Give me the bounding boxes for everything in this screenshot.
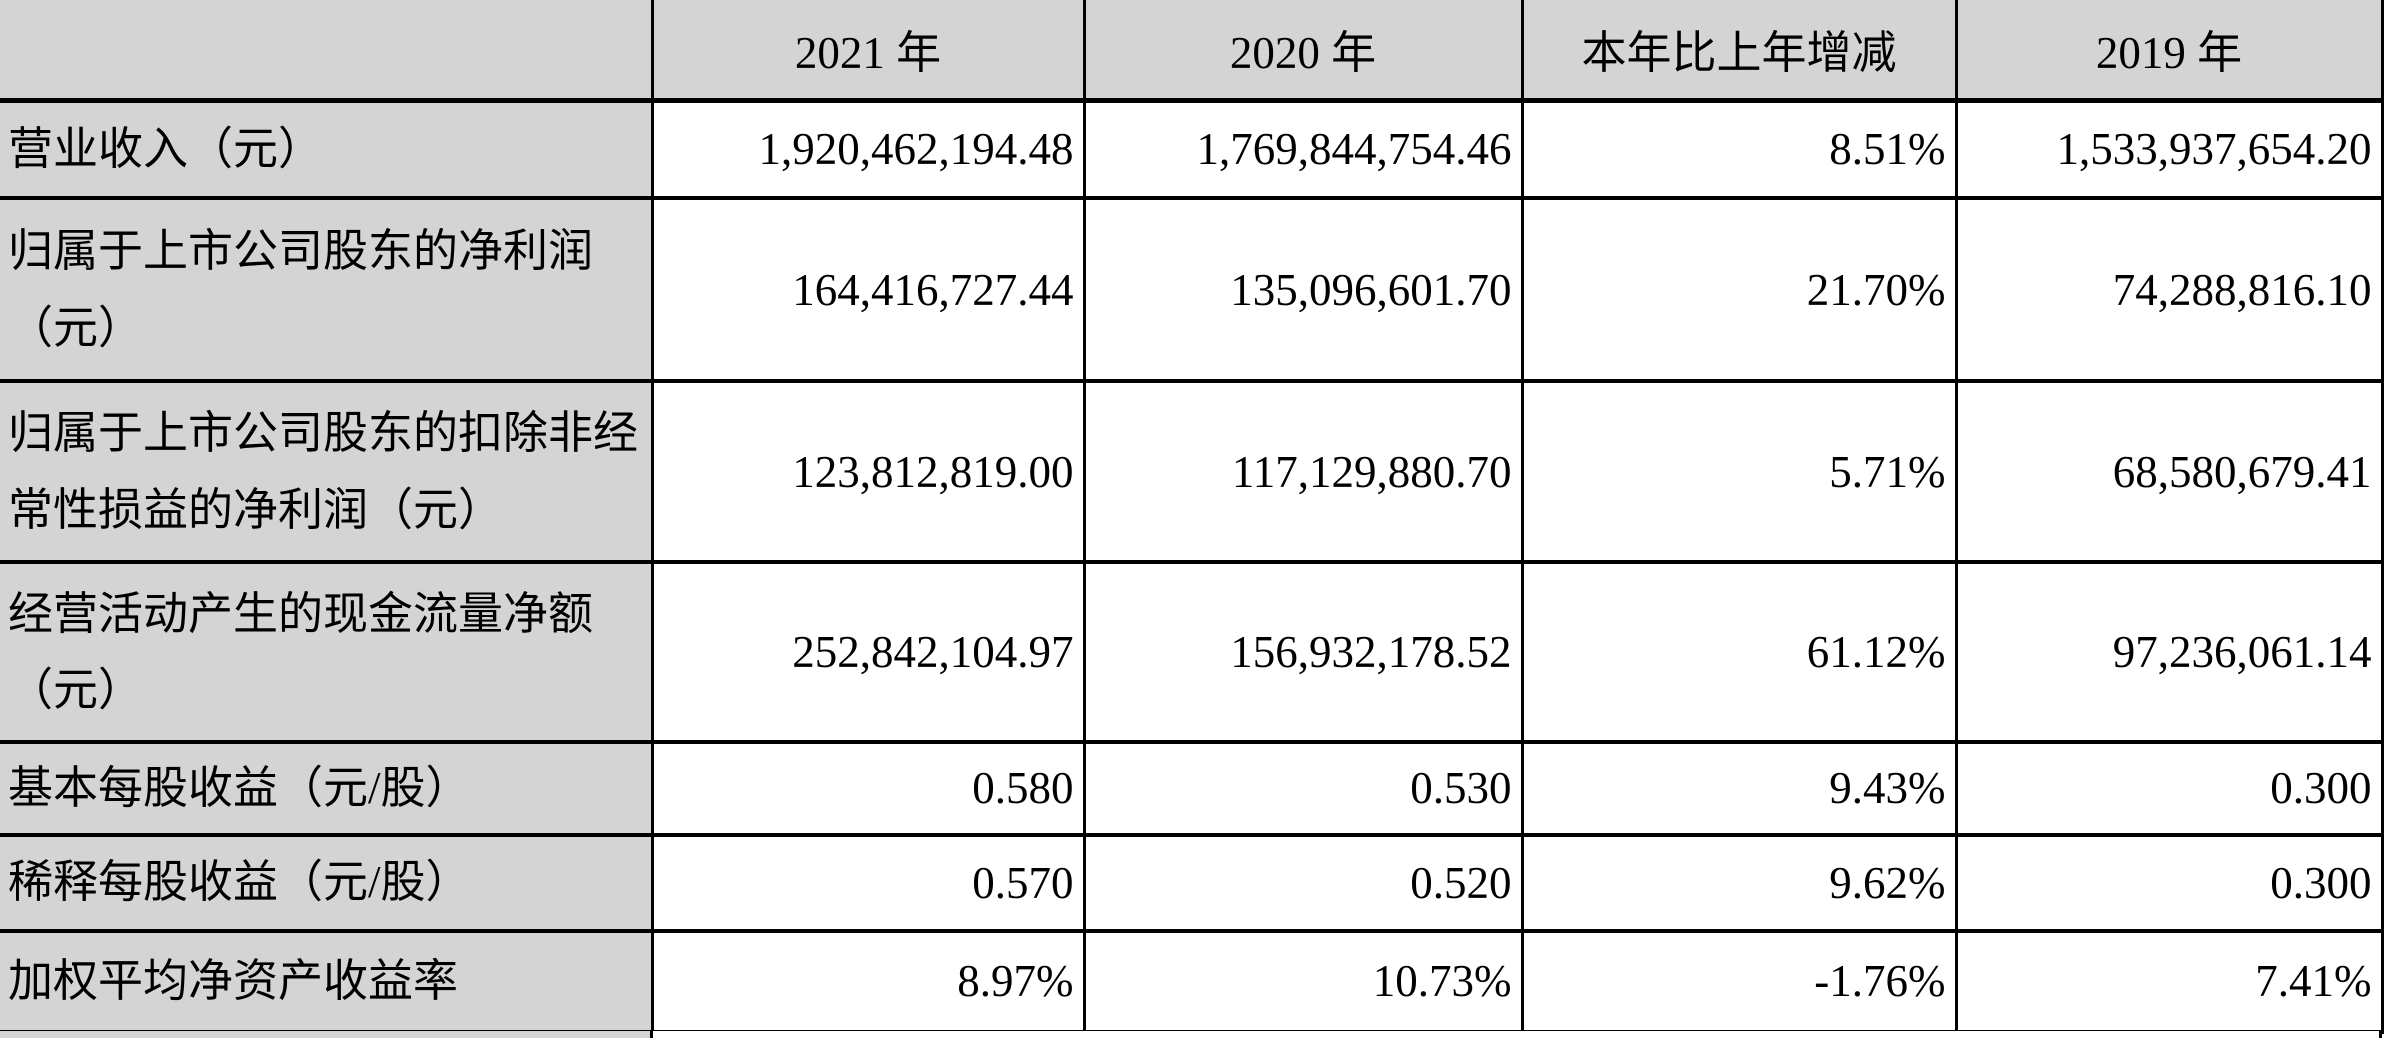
cell-basic-eps-2021: 0.580 — [650, 742, 1086, 837]
cell-revenue-2021: 1,920,462,194.48 — [650, 100, 1086, 200]
header-indicator-blank — [0, 0, 654, 103]
next-row-cutoff-sliver — [0, 1031, 2388, 1038]
row-label-deducted-net-profit: 归属于上市公司股东的扣除非经常性损益的净利润（元） — [0, 381, 654, 564]
table-row: 加权平均净资产收益率 8.97% 10.73% -1.76% 7.41% — [0, 930, 2384, 1034]
cell-weighted-avg-roe-yoy: -1.76% — [1520, 930, 1958, 1034]
cell-weighted-avg-roe-2020: 10.73% — [1082, 930, 1524, 1034]
cell-net-profit-2020: 135,096,601.70 — [1082, 198, 1524, 383]
row-label-basic-eps: 基本每股收益（元/股） — [0, 742, 654, 837]
cell-deducted-net-profit-yoy: 5.71% — [1520, 381, 1958, 564]
row-label-net-profit: 归属于上市公司股东的净利润（元） — [0, 198, 654, 383]
cell-diluted-eps-yoy: 9.62% — [1520, 834, 1958, 933]
cell-operating-cash-flow-yoy: 61.12% — [1520, 562, 1958, 744]
header-year-2019: 2019 年 — [1954, 0, 2384, 103]
row-label-weighted-avg-roe: 加权平均净资产收益率 — [0, 930, 654, 1034]
cutoff-label-shade — [0, 1031, 650, 1038]
cell-revenue-2020: 1,769,844,754.46 — [1082, 100, 1524, 200]
row-label-revenue: 营业收入（元） — [0, 100, 654, 200]
table-row: 稀释每股收益（元/股） 0.570 0.520 9.62% 0.300 — [0, 834, 2384, 933]
cell-diluted-eps-2019: 0.300 — [1954, 834, 2384, 933]
cell-basic-eps-yoy: 9.43% — [1520, 742, 1958, 837]
cell-basic-eps-2019: 0.300 — [1954, 742, 2384, 837]
header-year-2020: 2020 年 — [1082, 0, 1524, 103]
cutoff-column-divider — [650, 1031, 653, 1038]
cell-deducted-net-profit-2019: 68,580,679.41 — [1954, 381, 2384, 564]
cell-weighted-avg-roe-2019: 7.41% — [1954, 930, 2384, 1034]
table-row: 营业收入（元） 1,920,462,194.48 1,769,844,754.4… — [0, 100, 2384, 200]
cell-net-profit-2021: 164,416,727.44 — [650, 198, 1086, 383]
cell-operating-cash-flow-2019: 97,236,061.14 — [1954, 562, 2384, 744]
table-row: 经营活动产生的现金流量净额（元） 252,842,104.97 156,932,… — [0, 562, 2384, 744]
cell-revenue-yoy: 8.51% — [1520, 100, 1958, 200]
cell-net-profit-yoy: 21.70% — [1520, 198, 1958, 383]
cell-basic-eps-2020: 0.530 — [1082, 742, 1524, 837]
cell-operating-cash-flow-2020: 156,932,178.52 — [1082, 562, 1524, 744]
cell-operating-cash-flow-2021: 252,842,104.97 — [650, 562, 1086, 744]
cell-diluted-eps-2021: 0.570 — [650, 834, 1086, 933]
row-label-diluted-eps: 稀释每股收益（元/股） — [0, 834, 654, 933]
cell-weighted-avg-roe-2021: 8.97% — [650, 930, 1086, 1034]
cell-revenue-2019: 1,533,937,654.20 — [1954, 100, 2384, 200]
table-row: 归属于上市公司股东的扣除非经常性损益的净利润（元） 123,812,819.00… — [0, 381, 2384, 564]
row-label-operating-cash-flow: 经营活动产生的现金流量净额（元） — [0, 562, 654, 744]
cutoff-white-cells — [653, 1031, 2379, 1038]
cell-diluted-eps-2020: 0.520 — [1082, 834, 1524, 933]
cell-net-profit-2019: 74,288,816.10 — [1954, 198, 2384, 383]
header-year-2021: 2021 年 — [650, 0, 1086, 103]
table-row: 基本每股收益（元/股） 0.580 0.530 9.43% 0.300 — [0, 742, 2384, 837]
cutoff-right-border — [2379, 1031, 2382, 1038]
table-row: 归属于上市公司股东的净利润（元） 164,416,727.44 135,096,… — [0, 198, 2384, 383]
table-header-row: 2021 年 2020 年 本年比上年增减 2019 年 — [0, 0, 2384, 103]
cell-deducted-net-profit-2021: 123,812,819.00 — [650, 381, 1086, 564]
cell-deducted-net-profit-2020: 117,129,880.70 — [1082, 381, 1524, 564]
header-yoy-change: 本年比上年增减 — [1520, 0, 1958, 103]
